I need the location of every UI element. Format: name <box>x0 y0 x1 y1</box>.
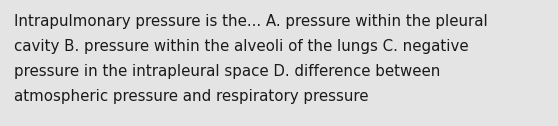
Text: cavity B. pressure within the alveoli of the lungs C. negative: cavity B. pressure within the alveoli of… <box>14 39 469 54</box>
Text: atmospheric pressure and respiratory pressure: atmospheric pressure and respiratory pre… <box>14 89 368 104</box>
Text: Intrapulmonary pressure is the... A. pressure within the pleural: Intrapulmonary pressure is the... A. pre… <box>14 14 488 29</box>
Text: pressure in the intrapleural space D. difference between: pressure in the intrapleural space D. di… <box>14 64 440 79</box>
